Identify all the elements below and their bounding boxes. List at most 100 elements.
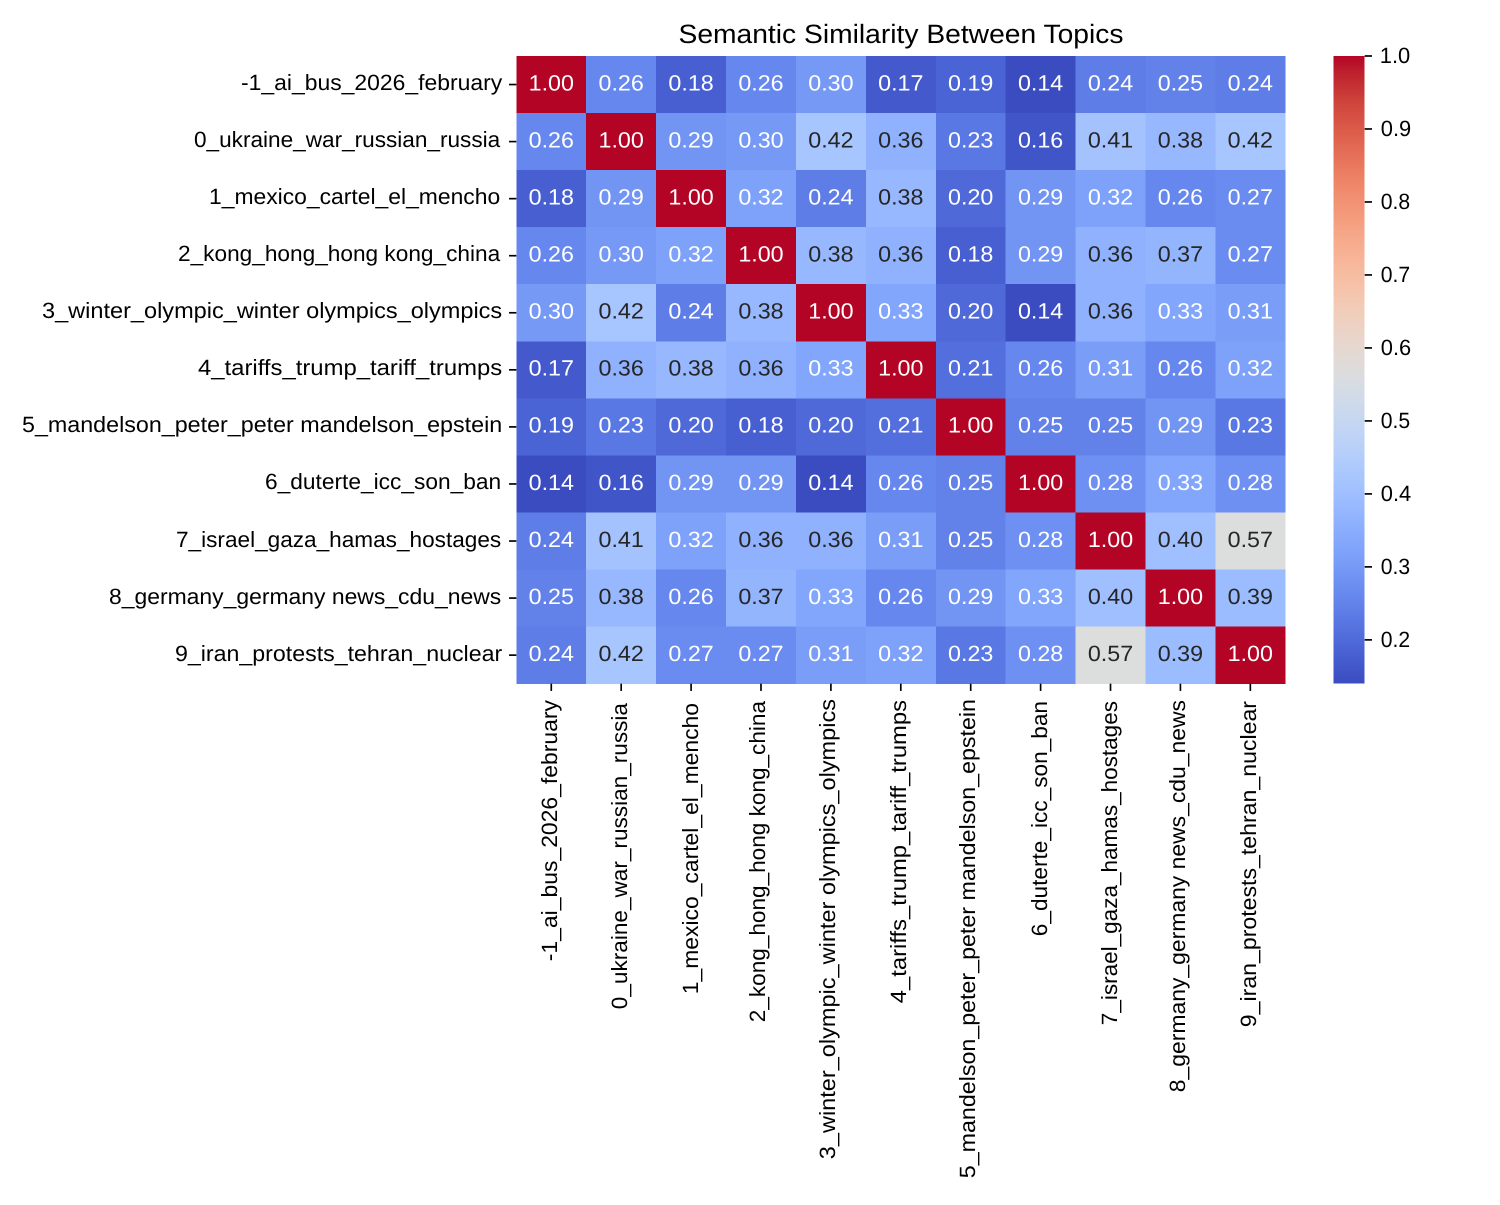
svg-text:0.16: 0.16 <box>1018 127 1063 152</box>
svg-text:0.28: 0.28 <box>1018 641 1063 666</box>
svg-text:0.25: 0.25 <box>1158 70 1203 95</box>
svg-text:0.36: 0.36 <box>1088 299 1133 324</box>
svg-text:0.18: 0.18 <box>529 184 574 209</box>
svg-text:0.31: 0.31 <box>1088 356 1133 381</box>
svg-text:0.26: 0.26 <box>529 127 574 152</box>
svg-text:0.28: 0.28 <box>1088 470 1133 495</box>
svg-text:0.38: 0.38 <box>668 356 713 381</box>
svg-text:1.00: 1.00 <box>1018 470 1063 495</box>
svg-text:0.17: 0.17 <box>878 70 923 95</box>
svg-text:0.19: 0.19 <box>948 70 993 95</box>
svg-text:0.29: 0.29 <box>738 470 783 495</box>
svg-text:9_iran_protests_tehran_nuclear: 9_iran_protests_tehran_nuclear <box>1236 701 1261 1027</box>
svg-text:1_mexico_cartel_el_mencho: 1_mexico_cartel_el_mencho <box>209 184 500 209</box>
svg-text:0.7: 0.7 <box>1381 262 1410 287</box>
svg-text:0.40: 0.40 <box>1158 527 1203 552</box>
svg-text:0.26: 0.26 <box>668 584 713 609</box>
svg-text:9_iran_protests_tehran_nuclear: 9_iran_protests_tehran_nuclear <box>175 641 502 666</box>
svg-text:0.24: 0.24 <box>668 299 713 324</box>
svg-text:2_kong_hong_hong kong_china: 2_kong_hong_hong kong_china <box>745 700 770 1022</box>
svg-text:0.30: 0.30 <box>808 70 853 95</box>
svg-text:0.26: 0.26 <box>1158 356 1203 381</box>
svg-text:0.14: 0.14 <box>1018 70 1063 95</box>
svg-text:0.29: 0.29 <box>1158 413 1203 438</box>
svg-text:0.42: 0.42 <box>599 299 644 324</box>
svg-text:0.14: 0.14 <box>529 470 574 495</box>
svg-text:0.36: 0.36 <box>738 356 783 381</box>
svg-text:0.24: 0.24 <box>529 641 574 666</box>
svg-text:0.31: 0.31 <box>808 641 853 666</box>
svg-text:0.21: 0.21 <box>878 413 923 438</box>
svg-text:0.38: 0.38 <box>1158 127 1203 152</box>
svg-text:0.18: 0.18 <box>738 413 783 438</box>
svg-text:0.37: 0.37 <box>738 584 783 609</box>
svg-text:0.14: 0.14 <box>808 470 853 495</box>
svg-text:0.23: 0.23 <box>948 127 993 152</box>
svg-text:0.36: 0.36 <box>878 242 923 267</box>
svg-text:0.33: 0.33 <box>808 584 853 609</box>
svg-text:0.24: 0.24 <box>529 527 574 552</box>
svg-text:0.33: 0.33 <box>808 356 853 381</box>
svg-text:0.25: 0.25 <box>1088 413 1133 438</box>
svg-text:0.38: 0.38 <box>599 584 644 609</box>
svg-text:0.42: 0.42 <box>1228 127 1273 152</box>
svg-text:0.26: 0.26 <box>878 470 923 495</box>
svg-text:0.57: 0.57 <box>1088 641 1133 666</box>
svg-text:1.00: 1.00 <box>1088 527 1133 552</box>
svg-text:0.28: 0.28 <box>1228 470 1273 495</box>
svg-text:0.29: 0.29 <box>1018 242 1063 267</box>
svg-text:0.31: 0.31 <box>1228 299 1273 324</box>
svg-text:0.19: 0.19 <box>529 413 574 438</box>
svg-text:0.26: 0.26 <box>529 242 574 267</box>
svg-text:0_ukraine_war_russian_russia: 0_ukraine_war_russian_russia <box>194 127 501 152</box>
svg-text:0.25: 0.25 <box>948 470 993 495</box>
svg-text:0.26: 0.26 <box>599 70 644 95</box>
svg-text:0.14: 0.14 <box>1018 299 1063 324</box>
svg-text:0.41: 0.41 <box>1088 127 1133 152</box>
svg-text:0.29: 0.29 <box>668 127 713 152</box>
svg-text:0_ukraine_war_russian_russia: 0_ukraine_war_russian_russia <box>607 702 632 1009</box>
svg-text:0.41: 0.41 <box>599 527 644 552</box>
svg-text:0.37: 0.37 <box>1158 242 1203 267</box>
svg-text:0.27: 0.27 <box>738 641 783 666</box>
svg-text:6_duterte_icc_son_ban: 6_duterte_icc_son_ban <box>265 469 501 494</box>
svg-text:1_mexico_cartel_el_mencho: 1_mexico_cartel_el_mencho <box>678 703 703 994</box>
svg-text:0.2: 0.2 <box>1381 627 1410 652</box>
svg-text:0.18: 0.18 <box>948 242 993 267</box>
svg-text:1.00: 1.00 <box>808 299 853 324</box>
svg-text:0.36: 0.36 <box>599 356 644 381</box>
svg-text:0.20: 0.20 <box>948 299 993 324</box>
svg-text:0.24: 0.24 <box>808 184 853 209</box>
svg-text:0.20: 0.20 <box>668 413 713 438</box>
svg-text:7_israel_gaza_hamas_hostages: 7_israel_gaza_hamas_hostages <box>1097 701 1122 1025</box>
svg-text:0.38: 0.38 <box>738 299 783 324</box>
svg-text:0.26: 0.26 <box>1158 184 1203 209</box>
svg-text:1.00: 1.00 <box>948 413 993 438</box>
svg-text:0.26: 0.26 <box>1018 356 1063 381</box>
svg-text:0.29: 0.29 <box>599 184 644 209</box>
svg-text:0.24: 0.24 <box>1228 70 1273 95</box>
svg-text:1.00: 1.00 <box>668 184 713 209</box>
svg-text:3_winter_olympic_winter olympi: 3_winter_olympic_winter olympics_olympic… <box>42 298 502 323</box>
svg-text:0.25: 0.25 <box>529 584 574 609</box>
svg-text:0.5: 0.5 <box>1381 408 1410 433</box>
svg-text:0.16: 0.16 <box>599 470 644 495</box>
svg-text:0.36: 0.36 <box>878 127 923 152</box>
svg-text:0.29: 0.29 <box>1018 184 1063 209</box>
svg-text:1.00: 1.00 <box>878 356 923 381</box>
svg-text:1.00: 1.00 <box>738 242 783 267</box>
svg-text:0.25: 0.25 <box>1018 413 1063 438</box>
svg-text:0.32: 0.32 <box>738 184 783 209</box>
svg-text:4_tariffs_trump_tariff_trumps: 4_tariffs_trump_tariff_trumps <box>198 355 502 380</box>
svg-text:0.38: 0.38 <box>808 242 853 267</box>
svg-text:0.32: 0.32 <box>1228 356 1273 381</box>
svg-text:0.32: 0.32 <box>668 242 713 267</box>
svg-text:3_winter_olympic_winter olympi: 3_winter_olympic_winter olympics_olympic… <box>815 699 840 1159</box>
svg-text:0.36: 0.36 <box>808 527 853 552</box>
svg-text:0.20: 0.20 <box>808 413 853 438</box>
svg-text:7_israel_gaza_hamas_hostages: 7_israel_gaza_hamas_hostages <box>176 527 501 552</box>
svg-text:0.42: 0.42 <box>599 641 644 666</box>
svg-text:1.00: 1.00 <box>1228 641 1273 666</box>
svg-text:0.38: 0.38 <box>878 184 923 209</box>
svg-text:0.21: 0.21 <box>948 356 993 381</box>
